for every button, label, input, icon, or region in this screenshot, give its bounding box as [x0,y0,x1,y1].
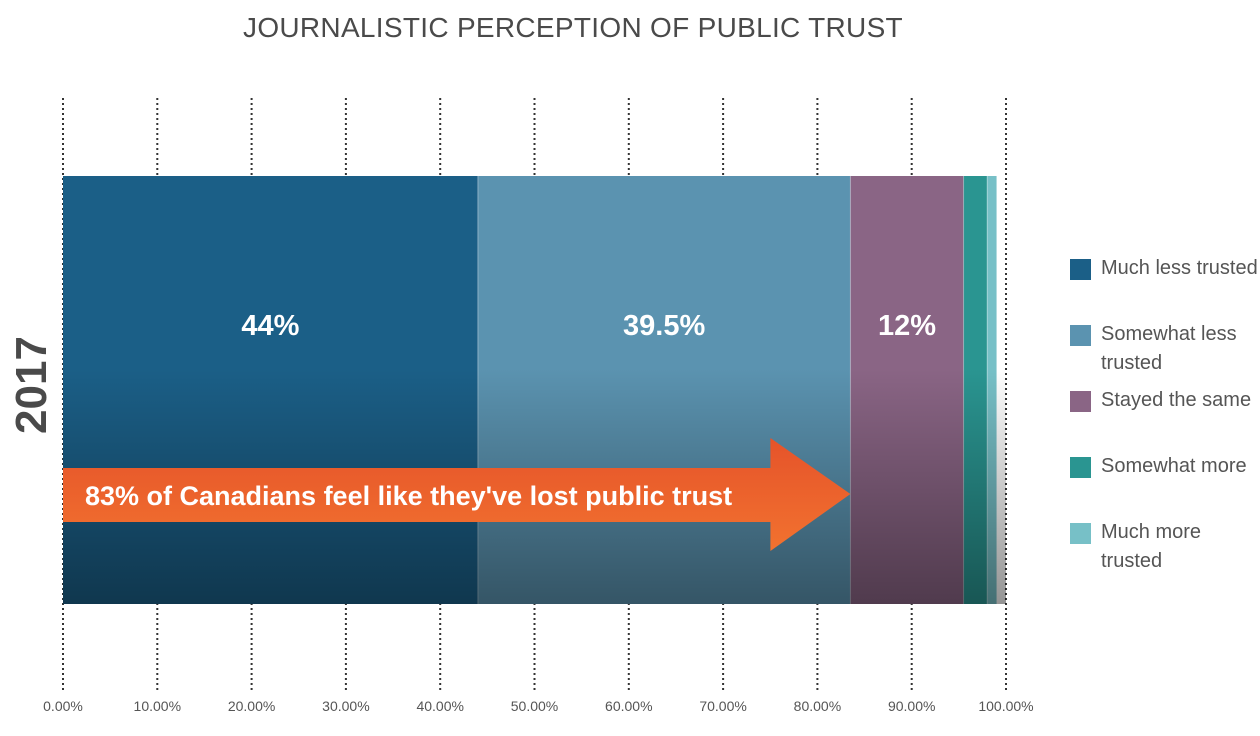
x-tick-label: 20.00% [228,698,275,714]
legend-label: Stayed the same [1101,389,1252,411]
legend-swatch [1070,259,1091,280]
legend-label: Much less trusted [1101,257,1258,279]
category-label: 2017 [7,336,56,434]
legend-item: Much less trusted [1070,254,1260,320]
x-tick-label: 60.00% [605,698,652,714]
legend-item: Somewhat more [1070,452,1260,518]
legend-label: Somewhat less trusted [1101,323,1237,374]
bar-segment [63,176,478,604]
annotation-text: 83% of Canadians feel like they've lost … [85,481,732,511]
annotation-arrow-shape [63,438,851,551]
bar-value-labels: 44% 39.5% 12% [241,310,936,342]
legend-label: Somewhat more [1101,455,1247,477]
x-tick-label: 10.00% [134,698,181,714]
legend: Much less trusted Somewhat less trusted St… [1070,254,1260,584]
y-axis-category: 2017 [7,336,56,434]
annotation-arrow: 83% of Canadians feel like they've lost … [63,438,851,551]
legend-swatch [1070,457,1091,478]
bar-segment [477,176,851,604]
x-tick-label: 30.00% [322,698,369,714]
bar-segment [987,176,997,604]
bar-segment [850,176,964,604]
bar-segment [963,176,988,604]
x-tick-label: 80.00% [794,698,841,714]
x-axis-ticks: 0.00% 10.00% 20.00% 30.00% 40.00% 50.00% 60.00… [43,698,1033,714]
bar-value-label: 44% [241,310,299,342]
legend-item: Much more trusted [1070,518,1260,584]
x-tick-label: 100.00% [978,698,1033,714]
x-tick-label: 0.00% [43,698,83,714]
x-tick-label: 90.00% [888,698,935,714]
legend-swatch [1070,391,1091,412]
x-tick-label: 70.00% [699,698,746,714]
bars [63,176,997,604]
x-tick-label: 40.00% [416,698,463,714]
legend-item: Somewhat less trusted [1070,320,1260,386]
bar-value-label: 39.5% [623,310,705,342]
legend-swatch [1070,523,1091,544]
x-tick-label: 50.00% [511,698,558,714]
bar-value-label: 12% [878,310,936,342]
legend-label: Much more trusted [1101,521,1202,572]
legend-item: Stayed the same [1070,386,1260,452]
chart-title: JOURNALISTIC PERCEPTION OF PUBLIC TRUST [243,12,903,43]
legend-swatch [1070,325,1091,346]
